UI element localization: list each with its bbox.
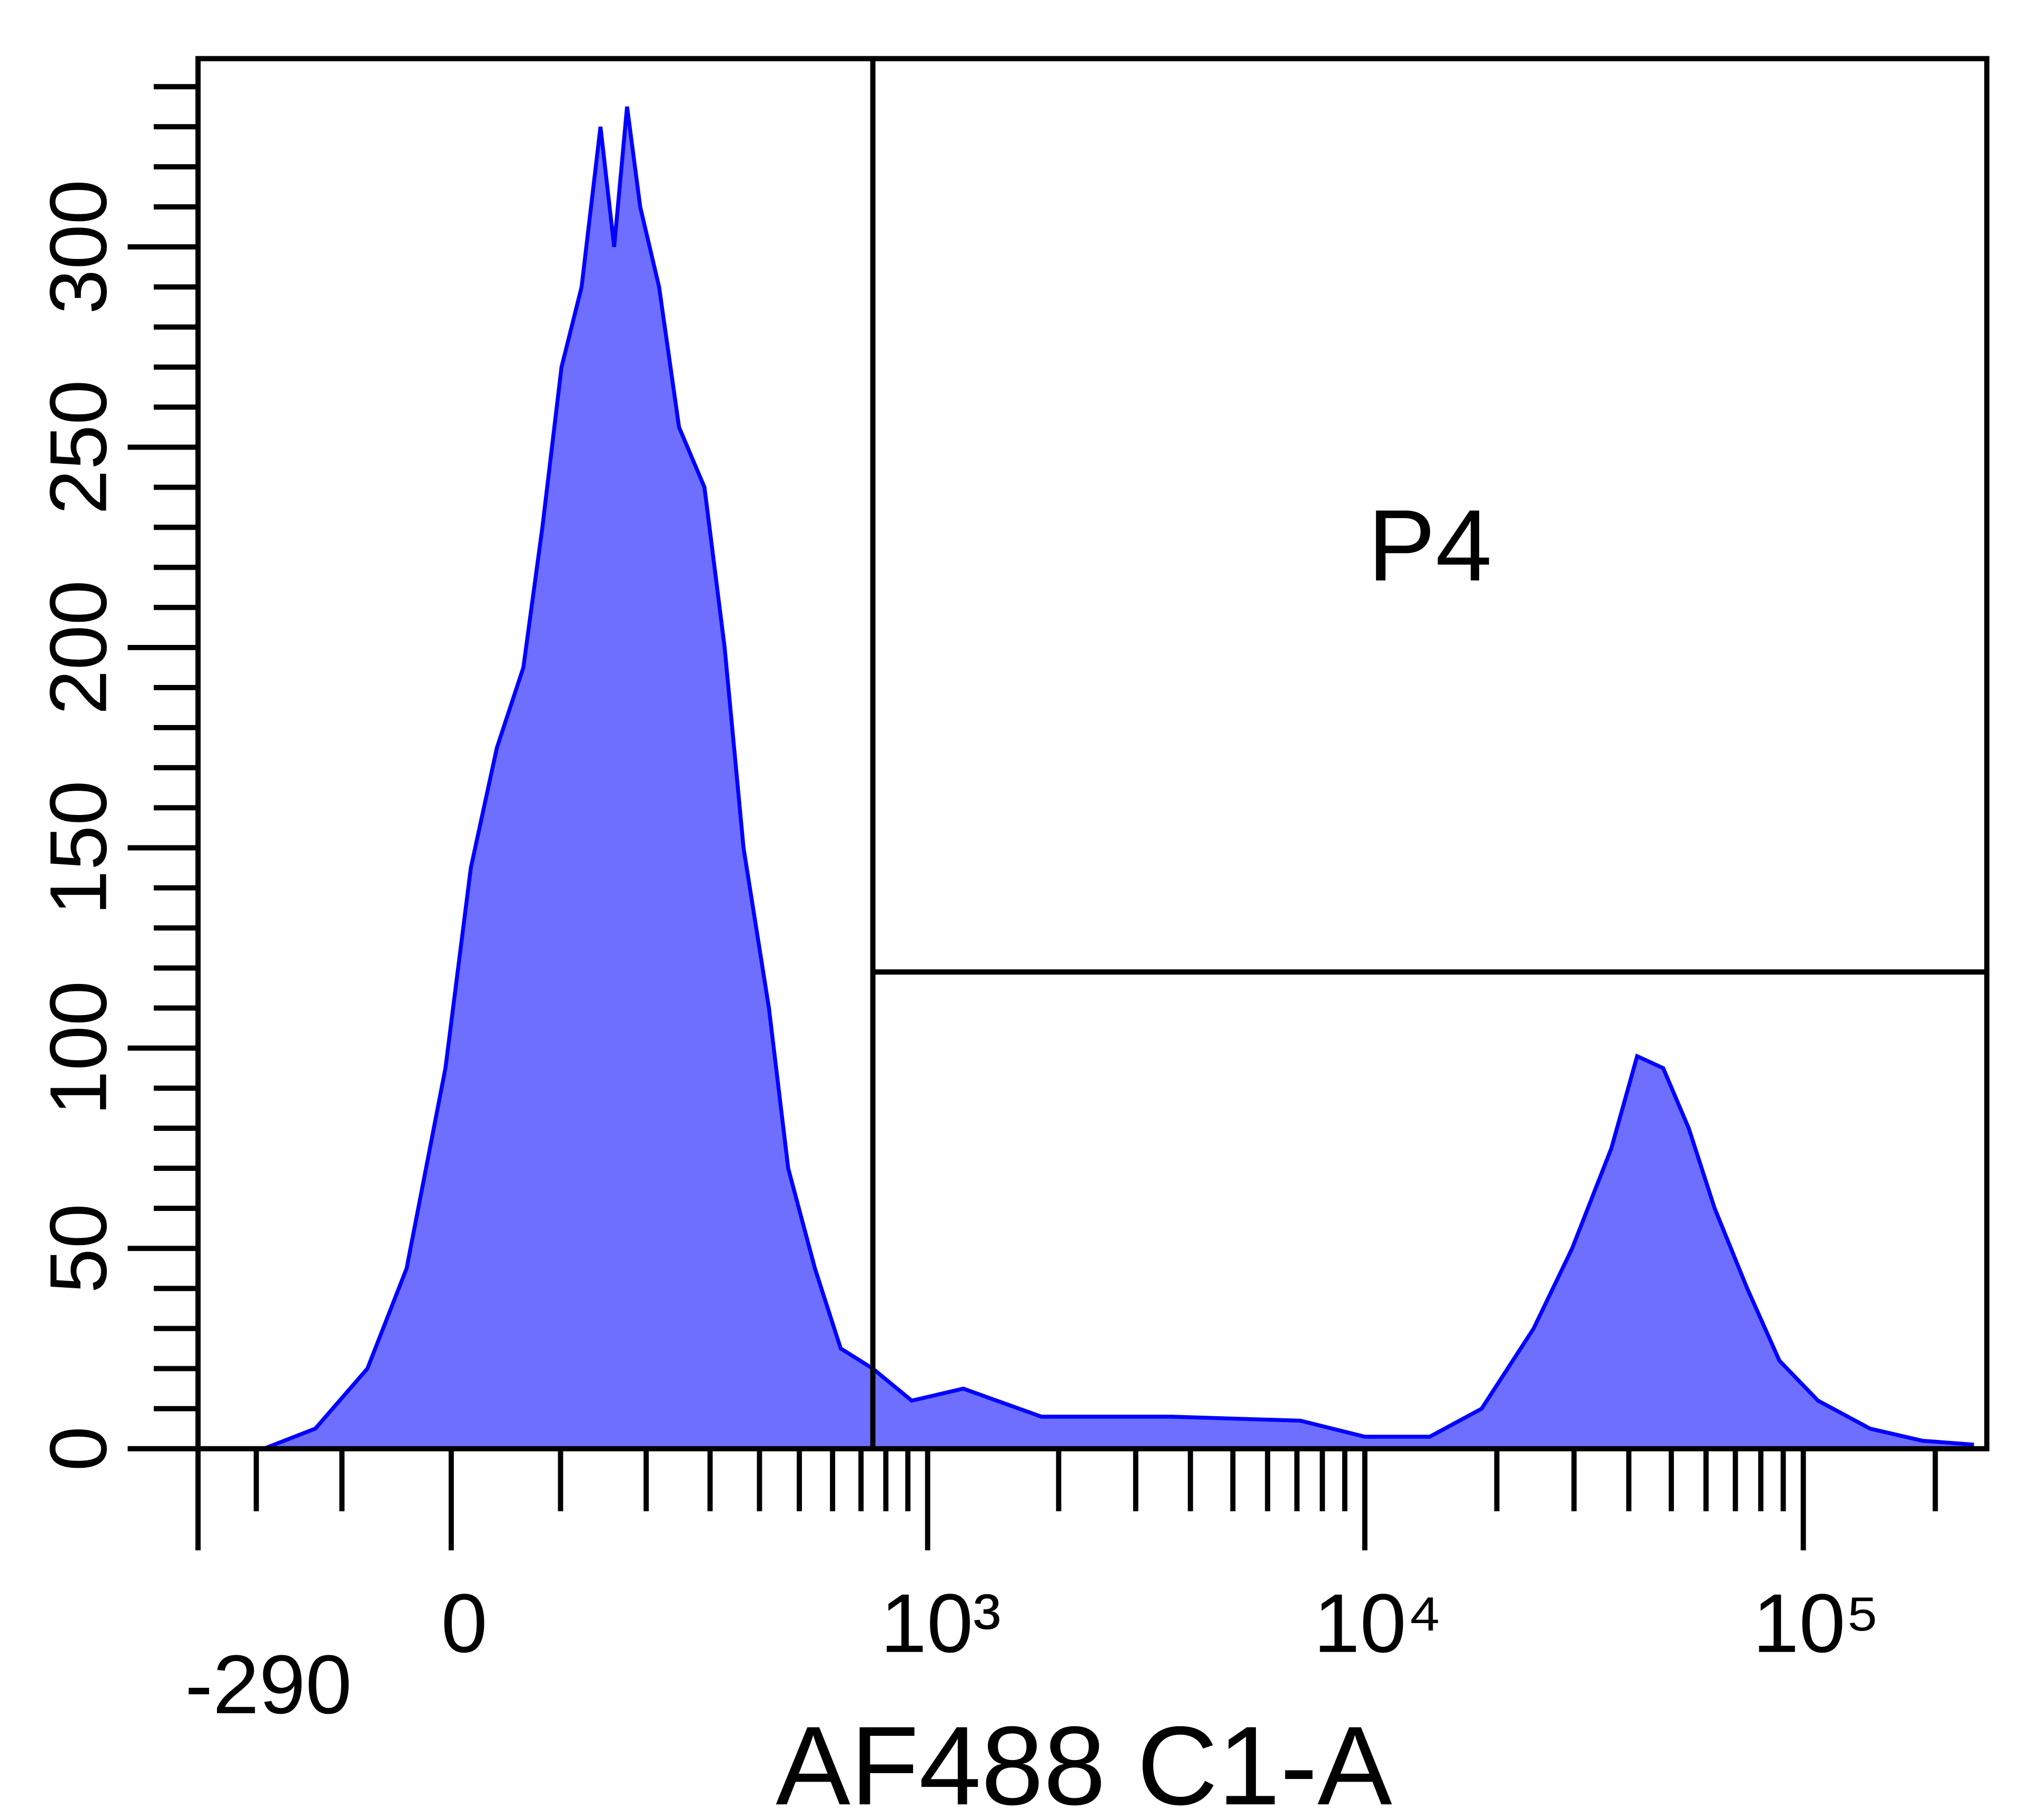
y-tick-label: 250 xyxy=(33,380,123,514)
histogram-fill xyxy=(263,106,1974,1449)
gate-label: P4 xyxy=(1367,489,1492,602)
x-tick-label: 10³ xyxy=(880,1577,1001,1670)
y-tick-label: 200 xyxy=(33,580,123,715)
x-axis-label: AF488 C1-A xyxy=(776,1703,1392,1820)
x-tick-label: -290 xyxy=(185,1638,352,1731)
y-tick-label: 100 xyxy=(33,981,123,1116)
x-tick-label: 10⁴ xyxy=(1314,1577,1442,1670)
x-tick-label: 0 xyxy=(441,1577,488,1670)
histogram xyxy=(263,106,1974,1451)
y-tick-label: 0 xyxy=(33,1426,123,1471)
y-tick-label: 150 xyxy=(33,780,123,915)
y-tick-label: 300 xyxy=(33,180,123,314)
x-tick-label: 10⁵ xyxy=(1753,1577,1880,1670)
y-tick-label: 50 xyxy=(33,1204,123,1294)
plot-frame xyxy=(195,56,1990,1451)
